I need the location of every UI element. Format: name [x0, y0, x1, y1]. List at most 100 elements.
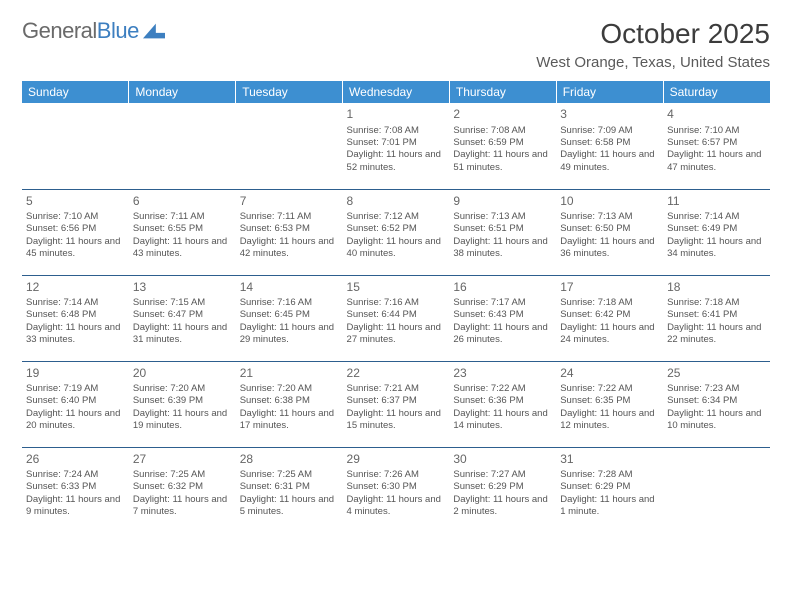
day-info: Sunrise: 7:14 AMSunset: 6:49 PMDaylight:… — [667, 211, 766, 260]
calendar-cell: 30Sunrise: 7:27 AMSunset: 6:29 PMDayligh… — [449, 447, 556, 533]
day-number: 23 — [453, 366, 552, 382]
calendar-cell: 23Sunrise: 7:22 AMSunset: 6:36 PMDayligh… — [449, 361, 556, 447]
day-info: Sunrise: 7:08 AMSunset: 7:01 PMDaylight:… — [347, 125, 446, 174]
day-info: Sunrise: 7:17 AMSunset: 6:43 PMDaylight:… — [453, 297, 552, 346]
calendar-cell: 6Sunrise: 7:11 AMSunset: 6:55 PMDaylight… — [129, 189, 236, 275]
day-number: 21 — [240, 366, 339, 382]
day-info: Sunrise: 7:25 AMSunset: 6:31 PMDaylight:… — [240, 469, 339, 518]
calendar-cell — [22, 103, 129, 189]
header: GeneralBlue October 2025 West Orange, Te… — [22, 18, 770, 71]
calendar-cell: 15Sunrise: 7:16 AMSunset: 6:44 PMDayligh… — [343, 275, 450, 361]
day-number: 24 — [560, 366, 659, 382]
day-info: Sunrise: 7:11 AMSunset: 6:55 PMDaylight:… — [133, 211, 232, 260]
calendar-cell: 3 Sunrise: 7:09 AMSunset: 6:58 PMDaylight… — [556, 103, 663, 189]
calendar-cell: 28Sunrise: 7:25 AMSunset: 6:31 PMDayligh… — [236, 447, 343, 533]
day-number: 9 — [453, 194, 552, 210]
day-header: Thursday — [449, 81, 556, 103]
day-info: Sunrise: 7:21 AMSunset: 6:37 PMDaylight:… — [347, 383, 446, 432]
day-number: 25 — [667, 366, 766, 382]
day-info: Sunrise: 7:09 AMSunset: 6:58 PMDaylight:… — [560, 125, 659, 174]
calendar-cell — [236, 103, 343, 189]
calendar-cell: 24Sunrise: 7:22 AMSunset: 6:35 PMDayligh… — [556, 361, 663, 447]
day-number: 14 — [240, 280, 339, 296]
calendar-cell — [663, 447, 770, 533]
calendar-cell: 20Sunrise: 7:20 AMSunset: 6:39 PMDayligh… — [129, 361, 236, 447]
calendar-row: 26Sunrise: 7:24 AMSunset: 6:33 PMDayligh… — [22, 447, 770, 533]
day-info: Sunrise: 7:18 AMSunset: 6:42 PMDaylight:… — [560, 297, 659, 346]
calendar-cell: 5Sunrise: 7:10 AMSunset: 6:56 PMDaylight… — [22, 189, 129, 275]
day-number: 10 — [560, 194, 659, 210]
calendar-cell: 26Sunrise: 7:24 AMSunset: 6:33 PMDayligh… — [22, 447, 129, 533]
calendar-row: 5Sunrise: 7:10 AMSunset: 6:56 PMDaylight… — [22, 189, 770, 275]
calendar-row: 12Sunrise: 7:14 AMSunset: 6:48 PMDayligh… — [22, 275, 770, 361]
day-number: 18 — [667, 280, 766, 296]
logo-part1: General — [22, 18, 97, 43]
day-number: 22 — [347, 366, 446, 382]
day-number: 20 — [133, 366, 232, 382]
day-info: Sunrise: 7:19 AMSunset: 6:40 PMDaylight:… — [26, 383, 125, 432]
day-info: Sunrise: 7:15 AMSunset: 6:47 PMDaylight:… — [133, 297, 232, 346]
calendar-cell: 27Sunrise: 7:25 AMSunset: 6:32 PMDayligh… — [129, 447, 236, 533]
day-header: Monday — [129, 81, 236, 103]
day-info: Sunrise: 7:28 AMSunset: 6:29 PMDaylight:… — [560, 469, 659, 518]
day-info: Sunrise: 7:08 AMSunset: 6:59 PMDaylight:… — [453, 125, 552, 174]
day-info: Sunrise: 7:13 AMSunset: 6:50 PMDaylight:… — [560, 211, 659, 260]
calendar-cell — [129, 103, 236, 189]
day-info: Sunrise: 7:16 AMSunset: 6:44 PMDaylight:… — [347, 297, 446, 346]
day-info: Sunrise: 7:11 AMSunset: 6:53 PMDaylight:… — [240, 211, 339, 260]
day-info: Sunrise: 7:10 AMSunset: 6:57 PMDaylight:… — [667, 125, 766, 174]
day-header: Friday — [556, 81, 663, 103]
title-block: October 2025 West Orange, Texas, United … — [536, 18, 770, 71]
day-info: Sunrise: 7:22 AMSunset: 6:35 PMDaylight:… — [560, 383, 659, 432]
day-info: Sunrise: 7:18 AMSunset: 6:41 PMDaylight:… — [667, 297, 766, 346]
day-info: Sunrise: 7:26 AMSunset: 6:30 PMDaylight:… — [347, 469, 446, 518]
day-number: 16 — [453, 280, 552, 296]
day-info: Sunrise: 7:27 AMSunset: 6:29 PMDaylight:… — [453, 469, 552, 518]
day-number: 3 — [560, 107, 659, 123]
calendar-cell: 22Sunrise: 7:21 AMSunset: 6:37 PMDayligh… — [343, 361, 450, 447]
day-number: 30 — [453, 452, 552, 468]
day-info: Sunrise: 7:25 AMSunset: 6:32 PMDaylight:… — [133, 469, 232, 518]
day-header-row: SundayMondayTuesdayWednesdayThursdayFrid… — [22, 81, 770, 103]
day-number: 12 — [26, 280, 125, 296]
calendar-cell: 2 Sunrise: 7:08 AMSunset: 6:59 PMDaylight… — [449, 103, 556, 189]
day-header: Saturday — [663, 81, 770, 103]
calendar-cell: 12Sunrise: 7:14 AMSunset: 6:48 PMDayligh… — [22, 275, 129, 361]
day-info: Sunrise: 7:20 AMSunset: 6:39 PMDaylight:… — [133, 383, 232, 432]
calendar-cell: 17Sunrise: 7:18 AMSunset: 6:42 PMDayligh… — [556, 275, 663, 361]
day-number: 19 — [26, 366, 125, 382]
day-number: 28 — [240, 452, 339, 468]
day-number: 26 — [26, 452, 125, 468]
day-number: 11 — [667, 194, 766, 210]
calendar-cell: 25Sunrise: 7:23 AMSunset: 6:34 PMDayligh… — [663, 361, 770, 447]
calendar-cell: 10Sunrise: 7:13 AMSunset: 6:50 PMDayligh… — [556, 189, 663, 275]
calendar-cell: 31Sunrise: 7:28 AMSunset: 6:29 PMDayligh… — [556, 447, 663, 533]
day-number: 1 — [347, 107, 446, 123]
calendar-cell: 21Sunrise: 7:20 AMSunset: 6:38 PMDayligh… — [236, 361, 343, 447]
day-info: Sunrise: 7:24 AMSunset: 6:33 PMDaylight:… — [26, 469, 125, 518]
day-number: 29 — [347, 452, 446, 468]
calendar-cell: 13Sunrise: 7:15 AMSunset: 6:47 PMDayligh… — [129, 275, 236, 361]
day-number: 6 — [133, 194, 232, 210]
calendar-cell: 29Sunrise: 7:26 AMSunset: 6:30 PMDayligh… — [343, 447, 450, 533]
day-info: Sunrise: 7:13 AMSunset: 6:51 PMDaylight:… — [453, 211, 552, 260]
calendar-table: SundayMondayTuesdayWednesdayThursdayFrid… — [22, 81, 770, 533]
month-title: October 2025 — [536, 18, 770, 50]
logo-part2: Blue — [97, 18, 139, 43]
calendar-body: 1 Sunrise: 7:08 AMSunset: 7:01 PMDaylight… — [22, 103, 770, 533]
calendar-row: 1 Sunrise: 7:08 AMSunset: 7:01 PMDaylight… — [22, 103, 770, 189]
calendar-cell: 16Sunrise: 7:17 AMSunset: 6:43 PMDayligh… — [449, 275, 556, 361]
day-info: Sunrise: 7:22 AMSunset: 6:36 PMDaylight:… — [453, 383, 552, 432]
day-info: Sunrise: 7:16 AMSunset: 6:45 PMDaylight:… — [240, 297, 339, 346]
day-number: 2 — [453, 107, 552, 123]
day-info: Sunrise: 7:10 AMSunset: 6:56 PMDaylight:… — [26, 211, 125, 260]
day-number: 8 — [347, 194, 446, 210]
calendar-cell: 8Sunrise: 7:12 AMSunset: 6:52 PMDaylight… — [343, 189, 450, 275]
calendar-cell: 7Sunrise: 7:11 AMSunset: 6:53 PMDaylight… — [236, 189, 343, 275]
day-number: 31 — [560, 452, 659, 468]
day-number: 4 — [667, 107, 766, 123]
calendar-cell: 4 Sunrise: 7:10 AMSunset: 6:57 PMDaylight… — [663, 103, 770, 189]
calendar-cell: 19Sunrise: 7:19 AMSunset: 6:40 PMDayligh… — [22, 361, 129, 447]
day-number: 5 — [26, 194, 125, 210]
day-header: Sunday — [22, 81, 129, 103]
